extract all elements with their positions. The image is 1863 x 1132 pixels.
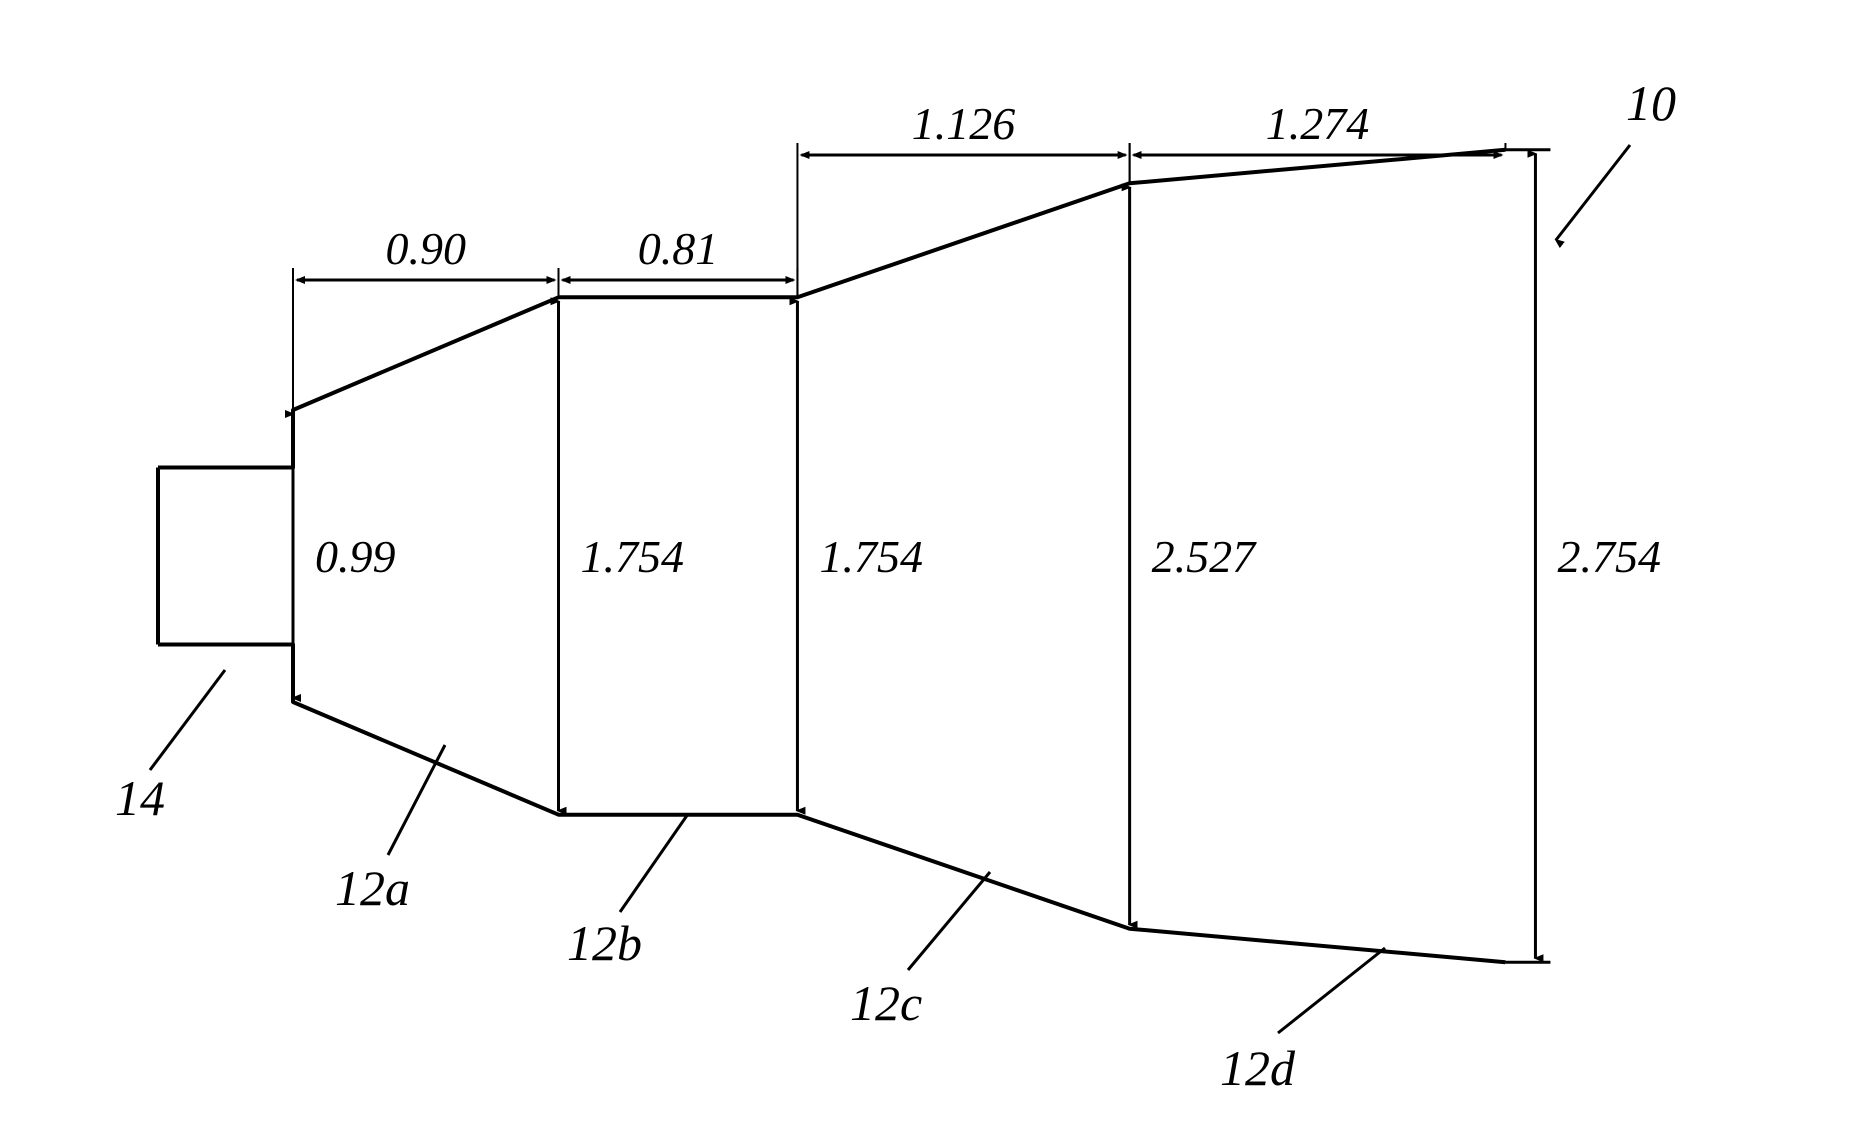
section-label-12a: 12a	[335, 860, 410, 916]
vdim-value-4: 2.754	[1557, 531, 1661, 582]
vdim-value-0: 0.99	[315, 531, 396, 582]
vdim-value-2: 1.754	[819, 531, 923, 582]
horn-diagram: 0.99 1.754 1.754 2.527 2.754 0.90 0.81 1.126 1.2…	[0, 0, 1863, 1132]
section-leader-12c	[908, 872, 990, 970]
vdim-value-1: 1.754	[581, 531, 685, 582]
section-label-12b: 12b	[567, 915, 642, 971]
waveguide-label-14: 14	[115, 770, 165, 826]
section-leader-12b	[620, 814, 688, 912]
vdim-value-3: 2.527	[1152, 531, 1258, 582]
section-label-12c: 12c	[850, 975, 922, 1031]
hdim-value-0: 0.90	[386, 223, 467, 274]
hdim-value-3: 1.274	[1266, 98, 1370, 149]
part-leader-10	[1556, 145, 1630, 240]
hdim-value-2: 1.126	[912, 98, 1016, 149]
section-leader-12a	[388, 745, 445, 855]
hdim-value-1: 0.81	[638, 223, 719, 274]
waveguide-leader-14	[150, 670, 225, 770]
section-label-12d: 12d	[1220, 1040, 1296, 1096]
section-leader-12d	[1278, 948, 1385, 1033]
part-label-10: 10	[1626, 75, 1676, 131]
